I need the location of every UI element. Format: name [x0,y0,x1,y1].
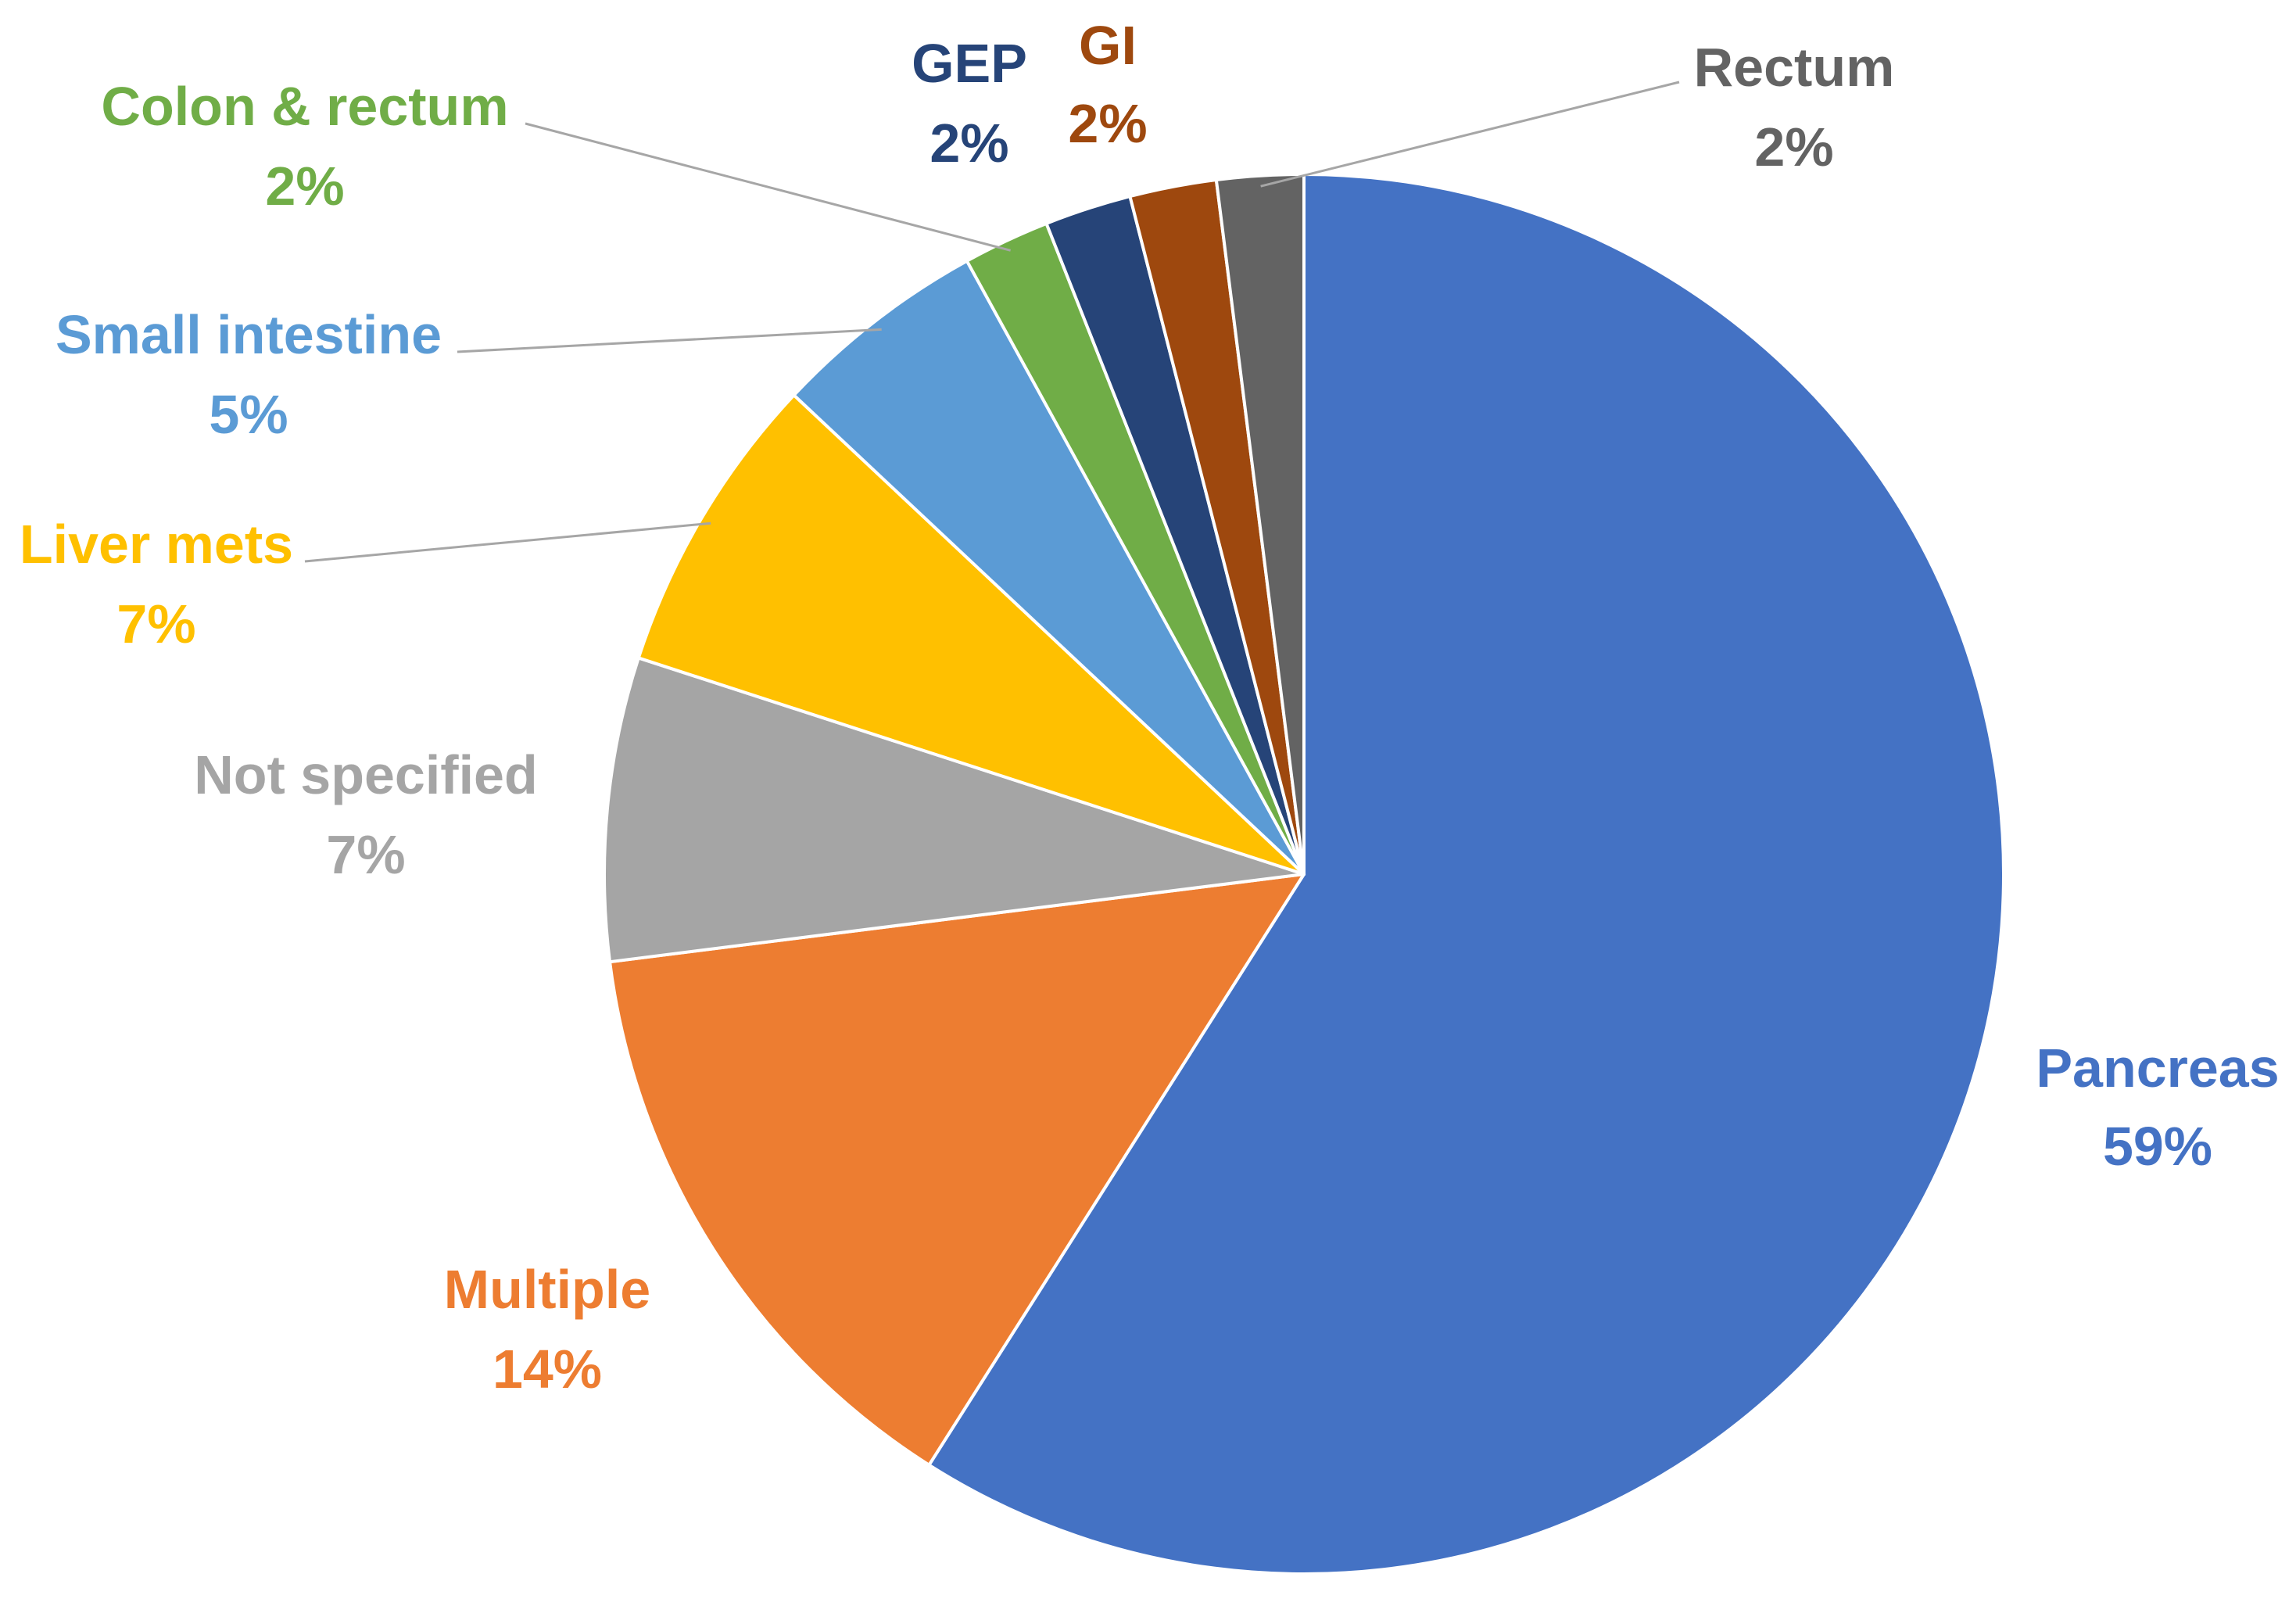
pie-slice-multiple [608,873,1306,1467]
leader-line-colon-rectum [525,122,1012,252]
data-label-liver-mets-value: 7% [116,593,195,654]
data-label-gi-name: GI [1079,15,1137,76]
data-label-colon-rectum-name: Colon & rectum [101,76,508,137]
pie-slice-pancreas [927,173,2005,1576]
leader-line-rectum [1260,81,1680,188]
data-label-not-specified-name: Not specified [194,744,538,805]
data-label-small-intestine-name: Small intestine [56,304,442,365]
data-label-gep-name: GEP [912,33,1027,94]
pie-slices [603,173,2005,1576]
leader-line-small-intestine [457,328,882,353]
data-label-not-specified-value: 7% [326,824,405,885]
leader-lines [304,81,1680,563]
data-label-multiple-name: Multiple [444,1259,650,1320]
data-label-pancreas-name: Pancreas [2036,1038,2279,1099]
data-label-gi-value: 2% [1068,93,1147,154]
pie-slice-not-specified [603,656,1306,964]
pie-slice-small-intestine [792,259,1306,876]
data-label-rectum-name: Rectum [1694,37,1895,98]
data-label-rectum-value: 2% [1754,117,1833,177]
data-label-colon-rectum-value: 2% [265,156,344,217]
pie-slice-liver-mets [636,393,1306,876]
data-label-liver-mets-name: Liver mets [20,514,293,575]
data-label-small-intestine-value: 5% [209,384,288,445]
data-label-gep-value: 2% [930,113,1008,174]
data-label-pancreas-value: 59% [2103,1116,2212,1177]
data-label-multiple-value: 14% [493,1339,602,1400]
leader-line-liver-mets [304,522,711,563]
